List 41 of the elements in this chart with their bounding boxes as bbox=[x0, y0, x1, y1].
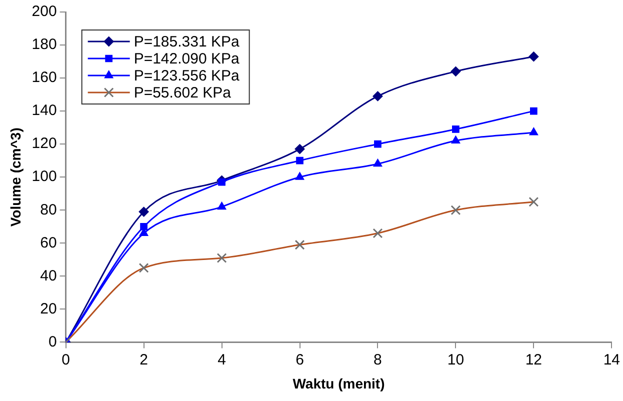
point bbox=[373, 158, 382, 167]
point bbox=[530, 107, 538, 115]
x-axis-title: Waktu (menit) bbox=[292, 375, 385, 392]
y-tick-label: 180 bbox=[32, 36, 57, 54]
point bbox=[450, 66, 461, 76]
legend-label: P=142.090 KPa bbox=[134, 50, 240, 68]
y-tick-label: 40 bbox=[40, 267, 57, 284]
y-tick-label: 60 bbox=[40, 234, 57, 252]
point bbox=[452, 126, 460, 133]
y-tick-label: 0 bbox=[48, 333, 57, 350]
x-tick-label: 14 bbox=[603, 351, 620, 368]
point bbox=[374, 140, 382, 148]
legend-label: P=185.331 KPa bbox=[134, 34, 240, 51]
point bbox=[528, 52, 539, 62]
y-tick-label: 80 bbox=[40, 201, 57, 218]
x-tick-label: 12 bbox=[525, 351, 542, 368]
legend-label: P=123.556 KPa bbox=[134, 68, 240, 85]
point bbox=[295, 172, 304, 180]
y-tick-label: 140 bbox=[32, 102, 57, 120]
point bbox=[529, 128, 538, 136]
point bbox=[294, 144, 305, 154]
y-tick-label: 100 bbox=[32, 168, 57, 186]
point bbox=[372, 91, 383, 102]
y-axis-title: Volume (cm^3) bbox=[7, 128, 24, 227]
point bbox=[217, 202, 226, 210]
point bbox=[451, 136, 460, 144]
point bbox=[218, 178, 226, 186]
x-tick-label: 10 bbox=[447, 351, 464, 368]
x-tick-label: 0 bbox=[62, 351, 70, 368]
y-tick-label: 20 bbox=[40, 300, 57, 318]
x-tick-label: 6 bbox=[296, 351, 304, 368]
legend-label: P=55.602 KPa bbox=[134, 84, 232, 102]
y-tick-label: 200 bbox=[32, 3, 57, 20]
x-tick-label: 2 bbox=[140, 351, 148, 368]
y-tick-label: 160 bbox=[32, 69, 57, 86]
point bbox=[138, 206, 149, 217]
point bbox=[140, 222, 148, 230]
x-tick-label: 8 bbox=[374, 351, 382, 368]
y-tick-label: 120 bbox=[32, 135, 57, 152]
point bbox=[296, 156, 304, 164]
x-tick-label: 4 bbox=[218, 351, 226, 368]
